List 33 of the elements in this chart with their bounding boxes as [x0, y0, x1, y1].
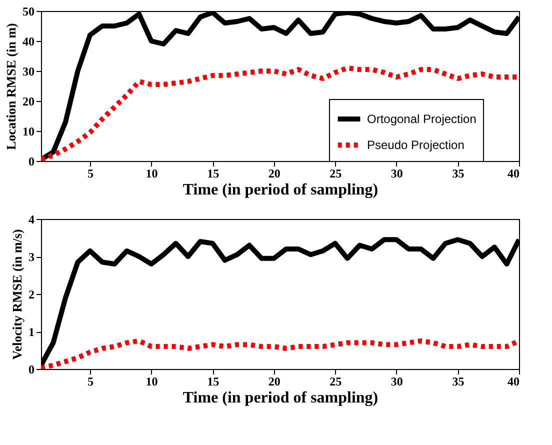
- y-axis-title: Velocity RMSE (in m/s): [10, 229, 24, 360]
- x-axis-title: Time (in period of sampling): [182, 390, 378, 406]
- x-tick-label: 5: [88, 374, 94, 388]
- x-axis-title: Time (in period of sampling): [182, 182, 378, 198]
- y-tick-label: 50: [22, 4, 34, 18]
- y-tick-label: 2: [28, 288, 34, 302]
- legend-label: Pseudo Projection: [367, 138, 464, 152]
- x-tick-label: 20: [268, 374, 280, 388]
- x-tick-label: 35: [452, 374, 464, 388]
- y-tick-label: 3: [28, 250, 34, 264]
- x-tick-label: 20: [268, 166, 280, 180]
- x-tick-label: 25: [330, 166, 342, 180]
- x-tick-label: 25: [330, 374, 342, 388]
- y-tick-label: 1: [28, 325, 34, 339]
- y-tick-label: 30: [22, 64, 34, 78]
- x-tick-label: 10: [146, 166, 158, 180]
- x-tick-label: 30: [390, 166, 403, 180]
- y-tick-label: 0: [28, 362, 34, 376]
- y-tick-label: 40: [22, 34, 34, 48]
- y-tick-label: 0: [28, 154, 34, 168]
- y-tick-label: 4: [28, 212, 34, 226]
- x-tick-label: 40: [508, 166, 520, 180]
- x-tick-label: 40: [508, 374, 520, 388]
- y-tick-label: 20: [22, 94, 34, 108]
- x-tick-label: 5: [88, 166, 94, 180]
- legend-label: Ortogonal Projection: [367, 112, 476, 126]
- x-tick-label: 15: [207, 374, 220, 388]
- x-tick-label: 10: [146, 374, 158, 388]
- x-tick-label: 30: [390, 374, 403, 388]
- x-tick-label: 15: [207, 166, 220, 180]
- x-tick-label: 35: [452, 166, 464, 180]
- y-axis-title: Location RMSE (in m): [4, 23, 18, 150]
- y-tick-label: 10: [22, 124, 34, 138]
